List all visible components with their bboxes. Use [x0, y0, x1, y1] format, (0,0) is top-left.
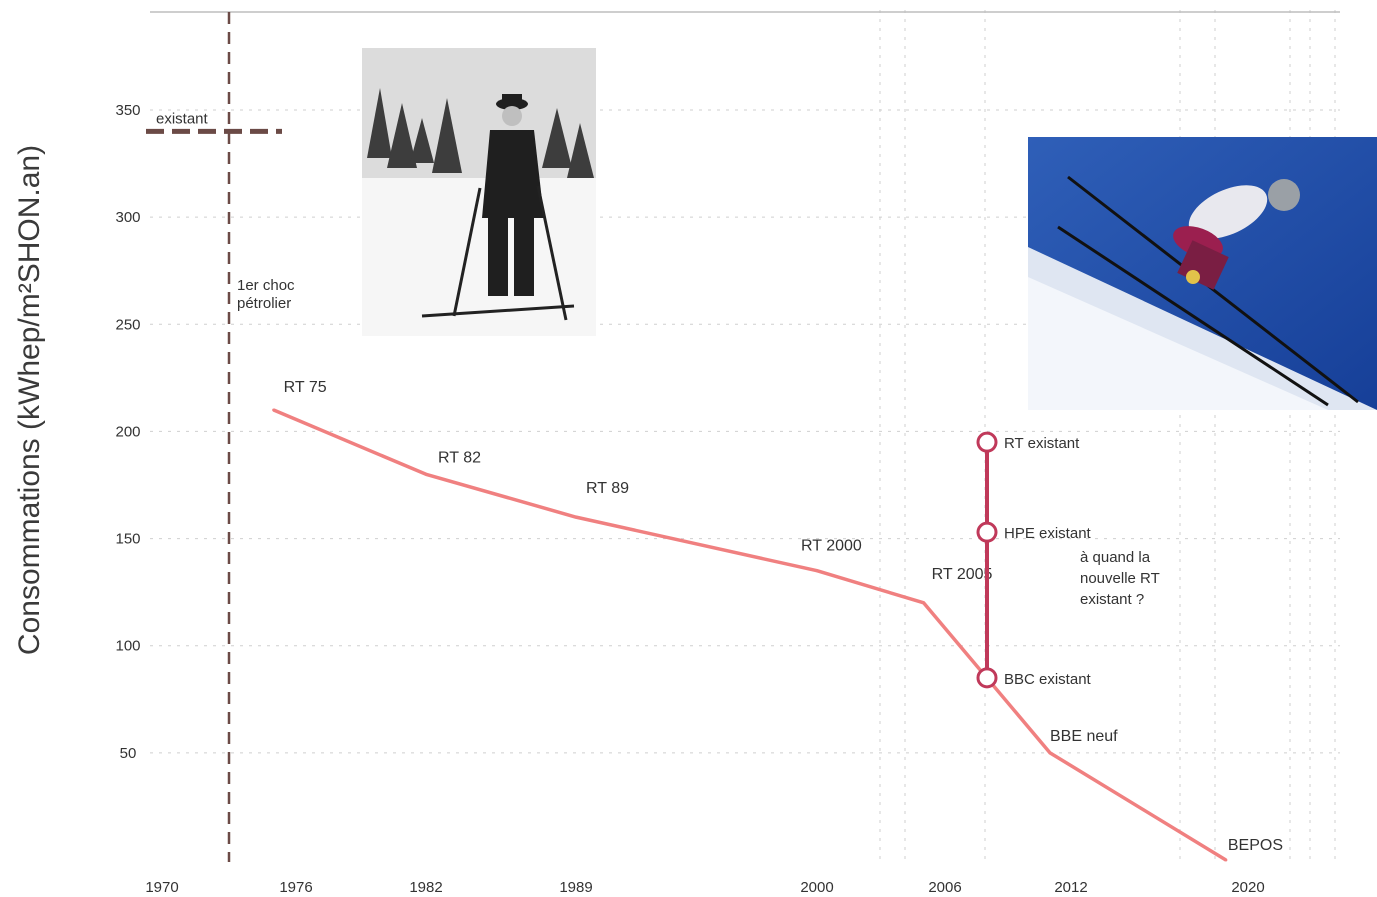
data-point — [815, 569, 819, 573]
data-point — [272, 408, 276, 412]
x-tick-label: 1976 — [279, 879, 312, 896]
y-axis-title: Consommations (kWhep/m²SHON.an) — [13, 144, 46, 656]
y-tick-label: 200 — [115, 423, 140, 440]
question-annotation: existant ? — [1080, 591, 1144, 608]
x-tick-label: 1982 — [409, 879, 442, 896]
y-tick-label: 100 — [115, 638, 140, 655]
modern-skier-photo — [1028, 137, 1377, 410]
oil-shock-label: 1er choc — [237, 277, 295, 294]
x-tick-label: 2006 — [928, 879, 961, 896]
y-tick-label: 250 — [115, 316, 140, 333]
existing-range-label: RT existant — [1004, 435, 1080, 452]
x-tick-label: 2012 — [1054, 879, 1087, 896]
existing-range-point — [976, 431, 998, 453]
data-label: BBE neuf — [1050, 728, 1118, 745]
data-label: RT 2000 — [801, 538, 862, 555]
x-tick-label: 1989 — [559, 879, 592, 896]
data-label: RT 89 — [586, 480, 629, 497]
data-point — [424, 472, 428, 476]
data-label: RT 82 — [438, 449, 481, 466]
existing-range-point — [976, 521, 998, 543]
y-tick-label: 300 — [115, 209, 140, 226]
grid — [150, 10, 1340, 860]
y-axis-label: Consommations (kWhep/m²SHON.an) — [0, 0, 60, 897]
x-tick-label: 1970 — [145, 879, 178, 896]
y-tick-label: 50 — [120, 745, 137, 762]
existing-range-label: BBC existant — [1004, 671, 1092, 688]
data-label: RT 2005 — [932, 566, 993, 583]
y-tick-label: 350 — [115, 102, 140, 119]
existing-range-label: HPE existant — [1004, 525, 1092, 542]
data-label: RT 75 — [284, 379, 327, 396]
regulation-line — [272, 408, 1227, 862]
x-tick-label: 2000 — [800, 879, 833, 896]
y-tick-label: 150 — [115, 531, 140, 548]
oil-shock-label: pétrolier — [237, 295, 291, 312]
question-annotation: nouvelle RT — [1080, 570, 1160, 587]
old-skier-photo — [362, 48, 596, 336]
data-point — [574, 515, 578, 519]
data-label: BEPOS — [1228, 837, 1283, 854]
data-point — [922, 601, 926, 605]
existant-label: existant — [156, 110, 209, 127]
question-annotation: à quand la — [1080, 549, 1151, 566]
data-point — [1224, 858, 1228, 862]
x-tick-label: 2020 — [1231, 879, 1264, 896]
data-point — [1048, 751, 1052, 755]
existing-range-point — [976, 667, 998, 689]
